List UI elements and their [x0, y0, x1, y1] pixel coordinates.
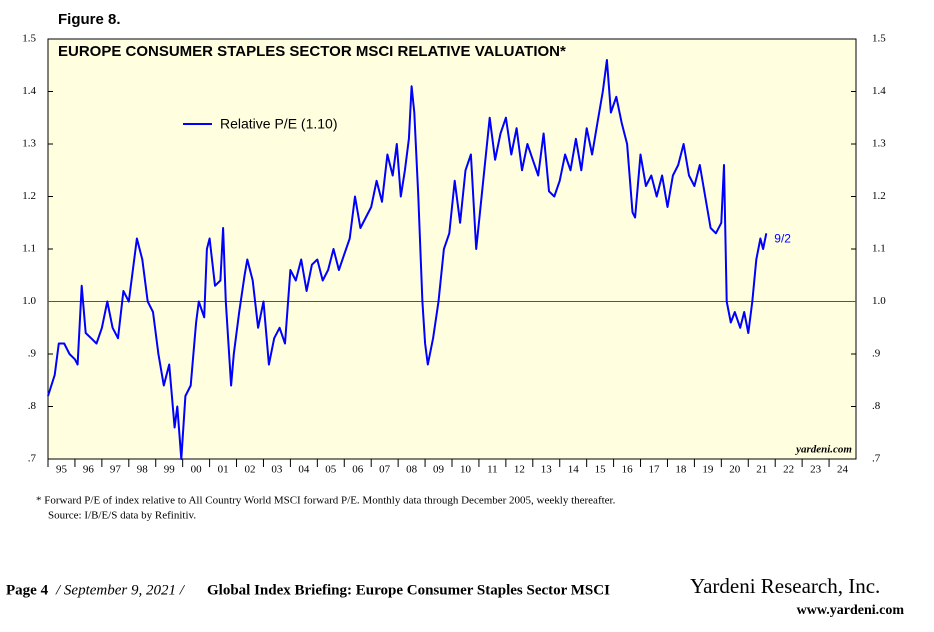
- x-tick-label: 23: [810, 464, 822, 476]
- x-tick-label: 15: [595, 464, 607, 476]
- watermark: yardeni.com: [794, 444, 852, 456]
- x-tick-label: 00: [191, 464, 203, 476]
- x-tick-label: 97: [110, 464, 122, 476]
- x-tick-label: 96: [83, 464, 95, 476]
- y-tick-label: 1.0: [22, 295, 36, 307]
- x-tick-label: 21: [756, 464, 767, 476]
- x-tick-label: 13: [541, 464, 553, 476]
- figure-label: Figure 8.: [58, 11, 121, 28]
- x-tick-label: 04: [298, 464, 310, 476]
- y2-tick-label: 1.5: [872, 33, 886, 45]
- plot-area: [47, 38, 857, 460]
- x-tick-label: 19: [702, 464, 714, 476]
- x-tick-label: 06: [352, 464, 364, 476]
- footnote: Source: I/B/E/S data by Refinitiv.: [48, 510, 196, 522]
- chart-title: EUROPE CONSUMER STAPLES SECTOR MSCI RELA…: [58, 43, 566, 60]
- x-tick-label: 07: [379, 464, 391, 476]
- x-tick-label: 17: [649, 464, 661, 476]
- x-tick-label: 03: [271, 464, 283, 476]
- x-tick-label: 05: [325, 464, 337, 476]
- x-tick-label: 09: [433, 464, 445, 476]
- y2-tick-label: 1.3: [872, 138, 886, 150]
- y2-tick-label: 1.0: [872, 295, 886, 307]
- legend-label: Relative P/E (1.10): [220, 116, 338, 132]
- x-tick-label: 12: [514, 464, 525, 476]
- footer-page: Page 4: [6, 582, 49, 598]
- end-annotation: 9/2: [774, 231, 791, 245]
- x-tick-label: 16: [622, 464, 634, 476]
- y2-tick-label: .9: [872, 348, 881, 360]
- y2-tick-label: .7: [872, 453, 881, 465]
- x-tick-label: 98: [137, 464, 149, 476]
- x-tick-label: 11: [487, 464, 498, 476]
- y-tick-label: 1.1: [22, 243, 36, 255]
- y2-tick-label: 1.4: [872, 85, 886, 97]
- y-tick-label: 1.4: [22, 85, 36, 97]
- y-tick-label: 1.2: [22, 190, 36, 202]
- y2-tick-label: 1.1: [872, 243, 886, 255]
- y2-tick-label: .8: [872, 400, 881, 412]
- x-tick-label: 01: [218, 464, 229, 476]
- y-tick-label: .9: [28, 348, 37, 360]
- footer-company: Yardeni Research, Inc.: [690, 574, 880, 598]
- x-tick-label: 08: [406, 464, 418, 476]
- y-tick-label: 1.3: [22, 138, 36, 150]
- x-tick-label: 02: [245, 464, 256, 476]
- x-tick-label: 95: [56, 464, 68, 476]
- x-tick-label: 14: [568, 464, 580, 476]
- footnote: * Forward P/E of index relative to All C…: [36, 495, 616, 507]
- x-tick-label: 18: [675, 464, 687, 476]
- x-tick-label: 24: [837, 464, 849, 476]
- x-tick-label: 99: [164, 464, 176, 476]
- series-line: [47, 59, 768, 460]
- footer-report: Global Index Briefing: Europe Consumer S…: [207, 582, 610, 598]
- y-tick-label: .7: [28, 453, 37, 465]
- x-tick-label: 22: [783, 464, 794, 476]
- y-tick-label: .8: [28, 400, 37, 412]
- x-tick-label: 20: [729, 464, 741, 476]
- y2-tick-label: 1.2: [872, 190, 886, 202]
- y-tick-label: 1.5: [22, 33, 36, 45]
- footer-date: / September 9, 2021 /: [55, 582, 186, 598]
- footer-website: www.yardeni.com: [797, 603, 905, 618]
- x-tick-label: 10: [460, 464, 472, 476]
